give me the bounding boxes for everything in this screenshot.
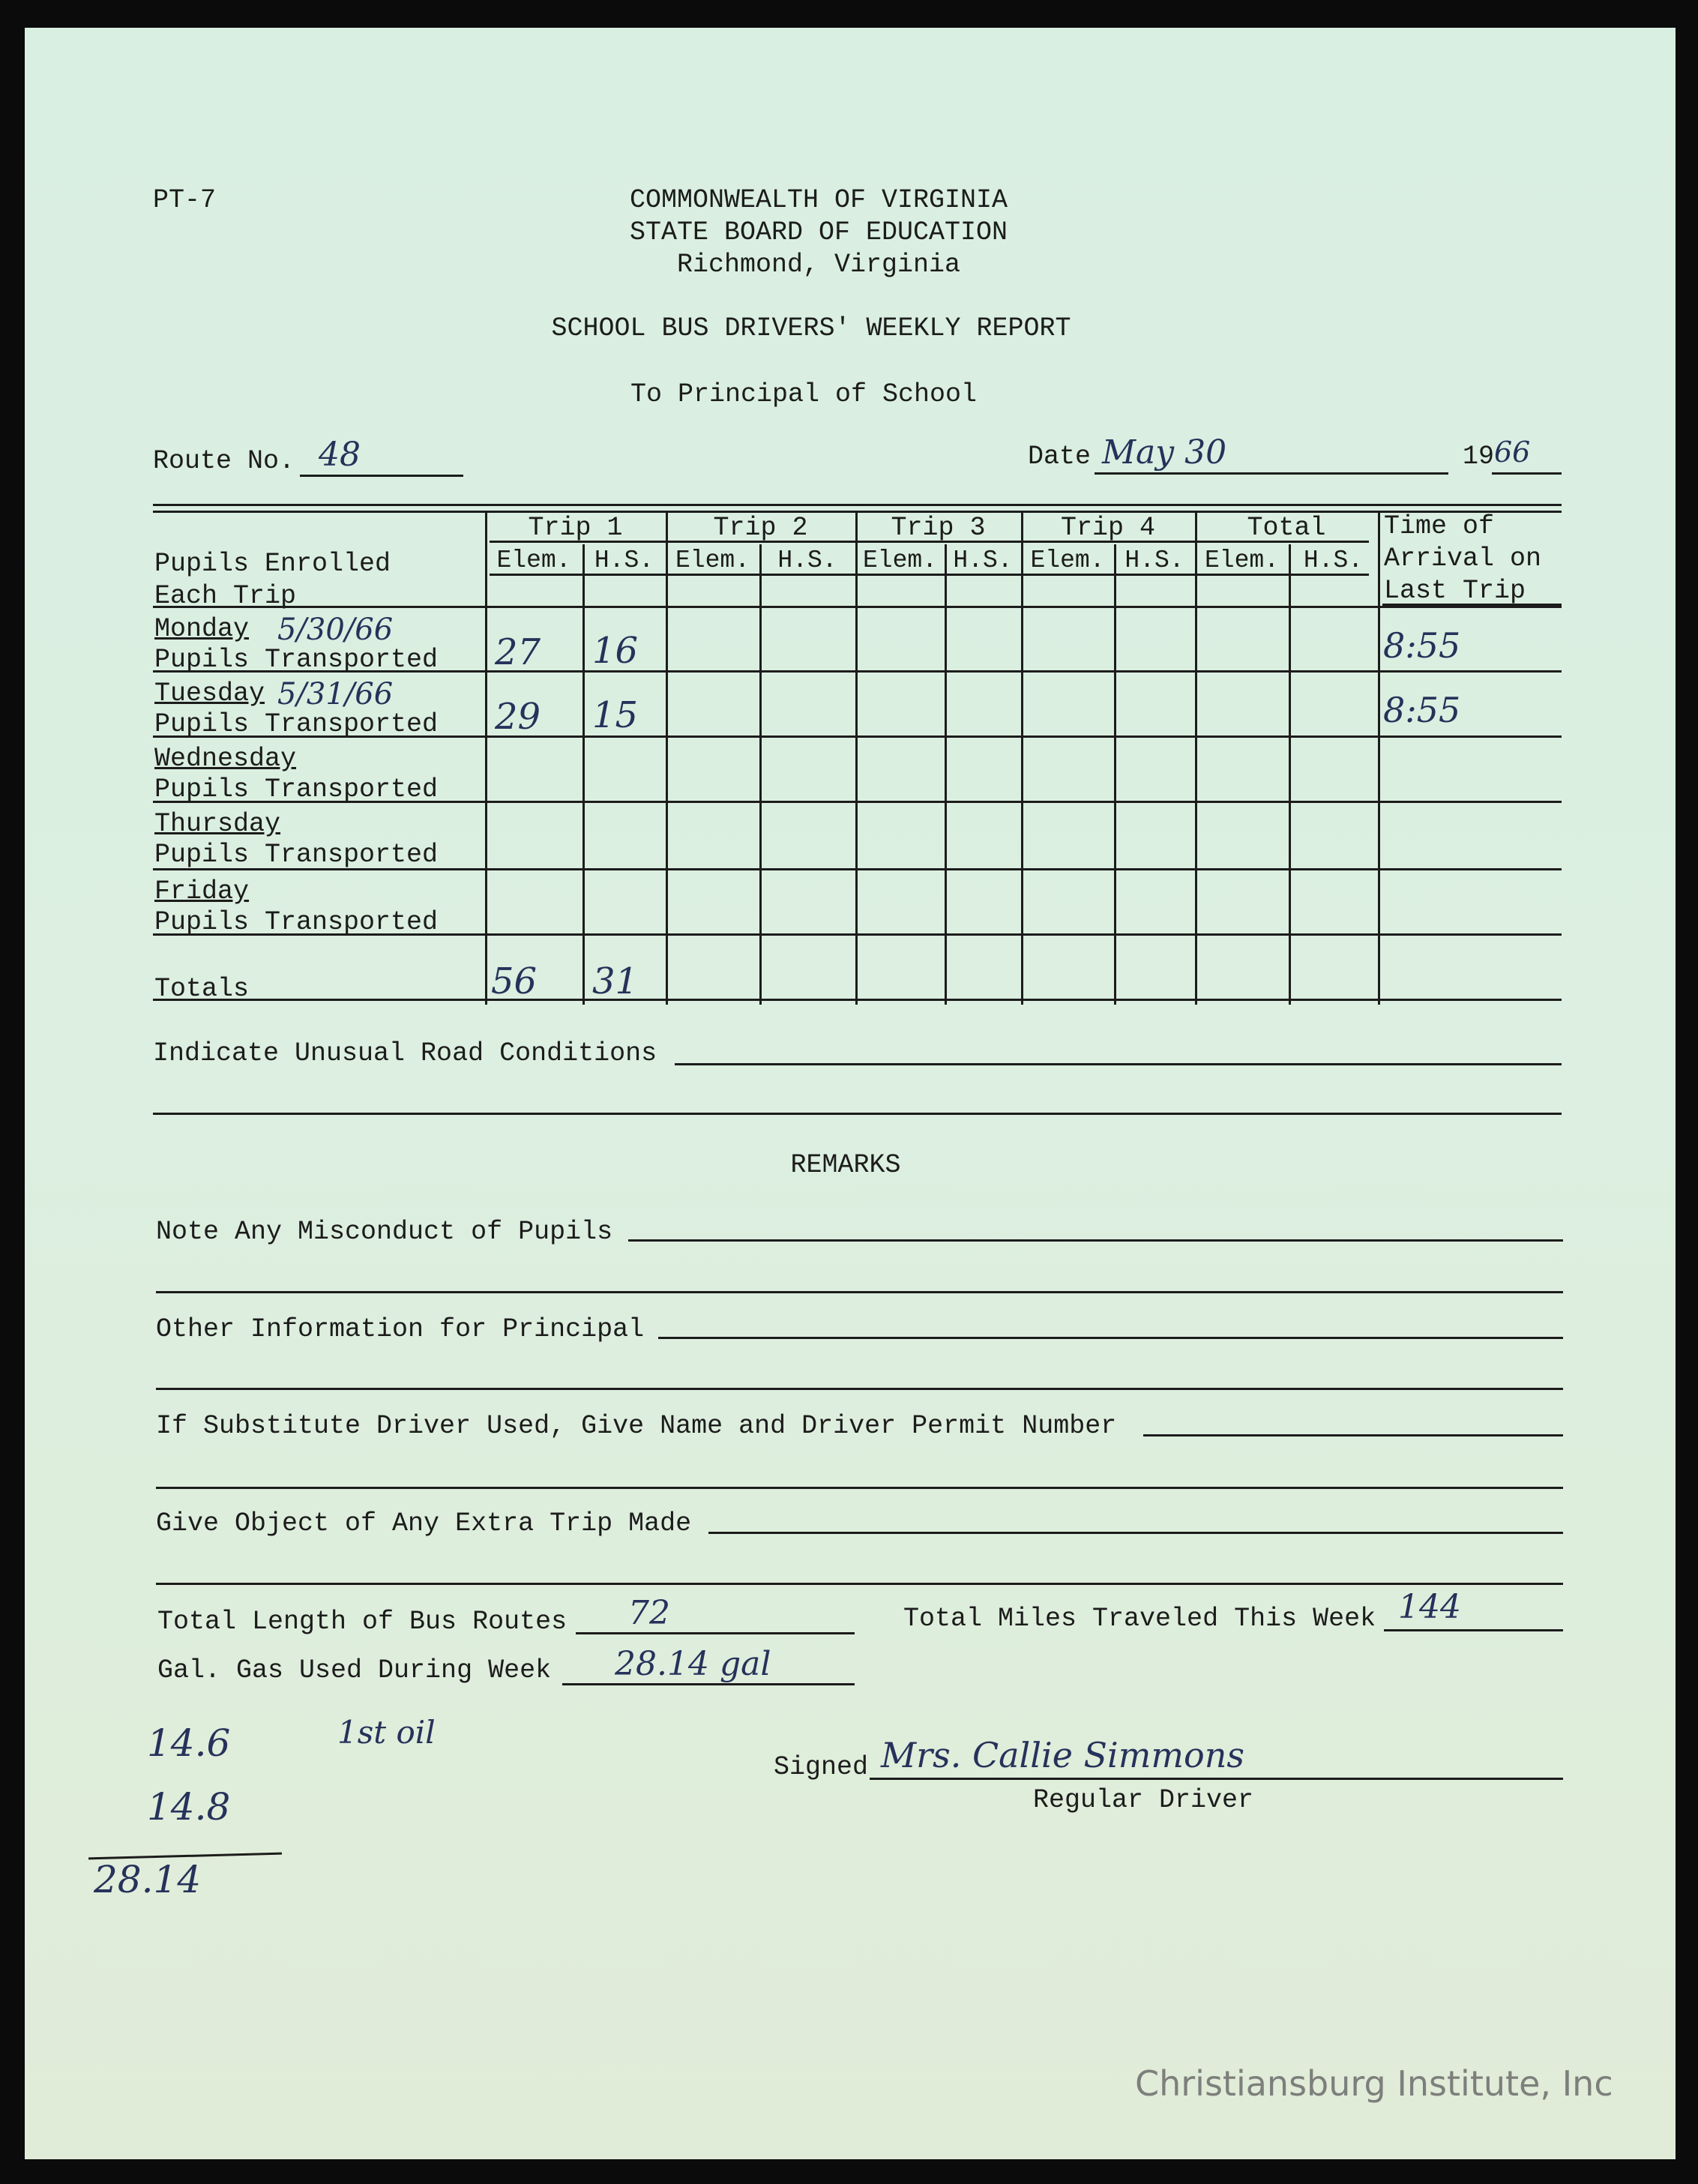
- trip-header-3: Trip 3: [891, 513, 986, 543]
- form-paper: [25, 28, 1676, 2159]
- hs-header: H.S.: [953, 547, 1013, 574]
- day-label: Tuesday: [154, 679, 265, 709]
- misconduct-label: Note Any Misconduct of Pupils: [156, 1217, 613, 1247]
- trip-header-1: Trip 1: [528, 513, 623, 543]
- header-line3: Richmond, Virginia: [676, 250, 961, 280]
- form-id: PT-7: [153, 185, 217, 215]
- arrival-header: Time of: [1384, 511, 1495, 541]
- trip1-elem-value: 29: [495, 696, 541, 738]
- pupils-transported-label: Pupils Transported: [154, 840, 439, 870]
- signature: Mrs. Callie Simmons: [881, 1735, 1244, 1775]
- signed-label: Signed: [774, 1752, 869, 1782]
- header-line2: STATE BOARD OF EDUCATION: [629, 217, 1008, 247]
- trip-header-2: Trip 2: [713, 513, 808, 543]
- arrival-header: Last Trip: [1384, 576, 1526, 606]
- pupils-transported-label: Pupils Transported: [154, 709, 439, 739]
- hs-header: H.S.: [1125, 547, 1184, 574]
- elem-header: Elem.: [496, 547, 571, 574]
- hs-header: H.S.: [1303, 547, 1364, 574]
- route-label: Route No.: [153, 446, 295, 476]
- elem-header: Elem.: [1204, 547, 1280, 574]
- trip-header-5: Total: [1247, 513, 1326, 543]
- report-title: SCHOOL BUS DRIVERS' WEEKLY REPORT: [551, 313, 1071, 343]
- header-line1: COMMONWEALTH OF VIRGINIA: [629, 185, 1008, 215]
- elem-header: Elem.: [1030, 547, 1105, 574]
- gas-value: 28.14 gal: [615, 1645, 771, 1683]
- date-value: May 30: [1102, 433, 1227, 472]
- route-value: 48: [319, 436, 361, 474]
- watermark: Christiansburg Institute, Inc: [1135, 2063, 1613, 2104]
- miles-value: 144: [1398, 1588, 1461, 1626]
- calc-note: 1st oil: [337, 1714, 436, 1751]
- other-info-label: Other Information for Principal: [156, 1314, 645, 1344]
- day-date: 5/31/66: [277, 677, 394, 712]
- arrival-header: Arrival on: [1384, 544, 1542, 574]
- pupils-transported-label: Pupils Transported: [154, 774, 439, 804]
- route-length-label: Total Length of Bus Routes: [157, 1607, 567, 1637]
- day-label: Monday: [154, 614, 250, 644]
- route-length-value: 72: [628, 1594, 670, 1632]
- hs-header: H.S.: [777, 547, 837, 574]
- pupils-transported-label: Pupils Transported: [154, 645, 439, 675]
- substitute-label: If Substitute Driver Used, Give Name and…: [156, 1411, 1117, 1441]
- totals-label: Totals: [154, 974, 250, 1004]
- remarks-title: REMARKS: [790, 1150, 901, 1180]
- calc-line2: 14.8: [147, 1785, 231, 1829]
- elem-header: Elem.: [675, 547, 750, 574]
- totals-trip1-hs: 31: [592, 960, 639, 1002]
- calc-line1: 14.6: [147, 1721, 231, 1765]
- day-label: Wednesday: [154, 744, 297, 774]
- calc-sum: 28.14: [94, 1858, 202, 1901]
- gas-label: Gal. Gas Used During Week: [157, 1655, 552, 1685]
- pupils-transported-label: Pupils Transported: [154, 907, 439, 937]
- signature-role: Regular Driver: [1033, 1785, 1254, 1815]
- elem-header: Elem.: [862, 547, 938, 574]
- date-label: Date: [1028, 442, 1092, 472]
- trip1-hs-value: 15: [592, 694, 639, 736]
- day-label: Thursday: [154, 809, 281, 839]
- hs-header: H.S.: [594, 547, 654, 574]
- trip-header-4: Trip 4: [1060, 513, 1156, 543]
- trip1-hs-value: 16: [592, 630, 639, 672]
- road-conditions-label: Indicate Unusual Road Conditions: [153, 1038, 657, 1068]
- year-value: 66: [1494, 436, 1531, 469]
- totals-trip1-elem: 56: [491, 960, 538, 1002]
- addressee: To Principal of School: [630, 379, 978, 409]
- day-label: Friday: [154, 876, 250, 906]
- arrival-time: 8:55: [1383, 625, 1461, 666]
- extra-trip-label: Give Object of Any Extra Trip Made: [156, 1508, 692, 1538]
- enrolled-label: Each Trip: [154, 581, 297, 611]
- day-date: 5/30/66: [277, 613, 394, 647]
- trip1-elem-value: 27: [495, 631, 541, 673]
- enrolled-label: Pupils Enrolled: [154, 549, 391, 579]
- miles-label: Total Miles Traveled This Week: [903, 1604, 1376, 1634]
- arrival-time: 8:55: [1383, 690, 1461, 730]
- year-prefix: 19: [1463, 442, 1495, 472]
